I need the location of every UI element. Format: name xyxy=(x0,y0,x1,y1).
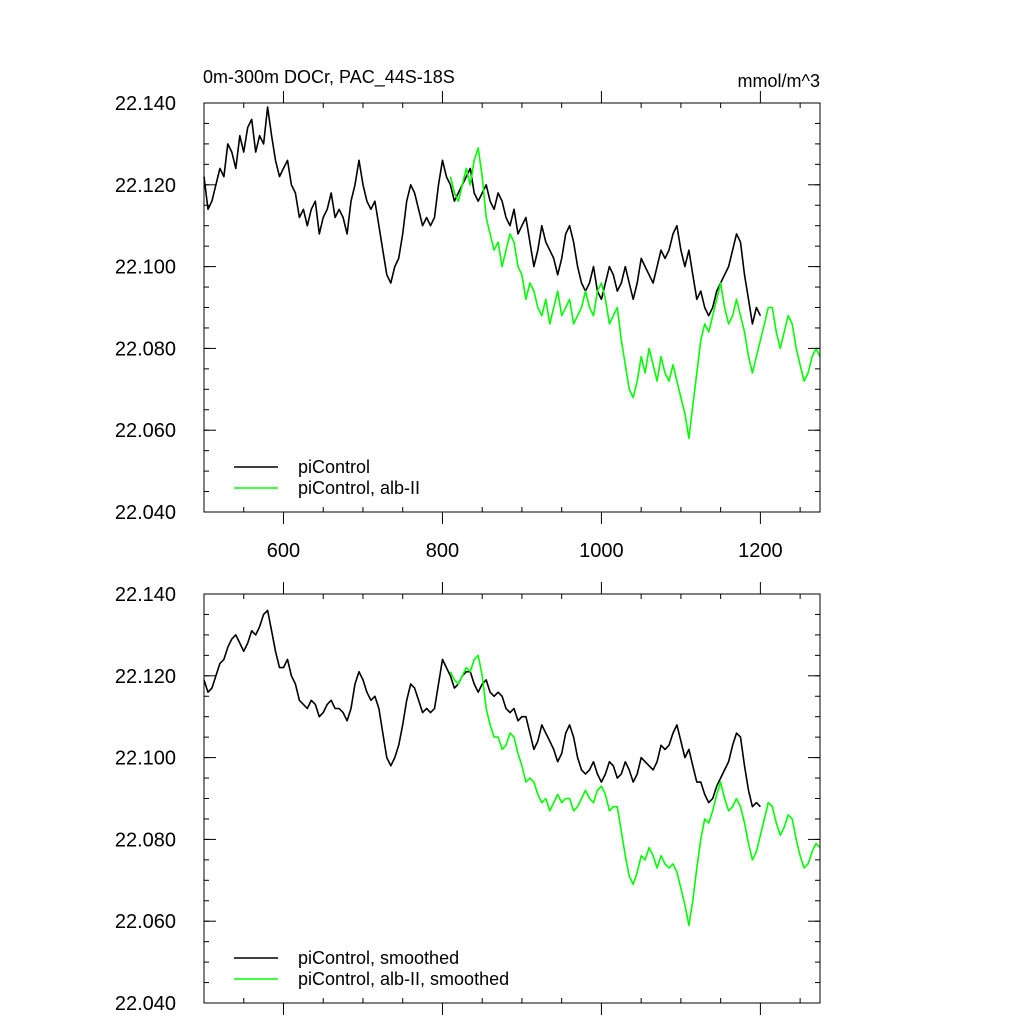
units-label: mmol/m^3 xyxy=(738,71,820,91)
series-line-1 xyxy=(203,609,761,808)
series-line-1 xyxy=(203,106,762,325)
y-tick-label: 22.060 xyxy=(115,911,176,933)
y-tick-label: 22.100 xyxy=(115,748,176,770)
series-line-2 xyxy=(449,654,821,927)
legend-label: piControl, smoothed xyxy=(298,948,459,968)
plot-frame xyxy=(203,102,821,513)
x-tick-label: 1000 xyxy=(579,540,624,562)
y-tick-label: 22.040 xyxy=(115,502,176,524)
y-tick-label: 22.080 xyxy=(115,829,176,851)
y-tick-label: 22.120 xyxy=(115,175,176,197)
x-tick-label: 800 xyxy=(426,540,459,562)
series-line-2 xyxy=(449,147,821,440)
y-tick-label: 22.140 xyxy=(115,584,176,606)
chart-title: 0m-300m DOCr, PAC_44S-18S xyxy=(203,67,455,88)
legend-label: piControl xyxy=(298,457,370,477)
x-tick-label: 600 xyxy=(267,540,300,562)
y-tick-label: 22.060 xyxy=(115,420,176,442)
y-tick-label: 22.120 xyxy=(115,666,176,688)
y-tick-label: 22.080 xyxy=(115,338,176,360)
bottom-panel: 22.040 22.060 22.080 22.100 22.120 22.140 piCo… xyxy=(115,582,821,1015)
y-tick-label: 22.040 xyxy=(115,993,176,1015)
plot-frame xyxy=(203,593,821,1004)
top-panel: 22.040 22.060 22.080 22.100 22.120 22.140 600 8… xyxy=(115,91,821,562)
x-tick-label: 1200 xyxy=(738,540,783,562)
legend-label: piControl, alb-II xyxy=(298,478,420,498)
y-tick-label: 22.100 xyxy=(115,257,176,279)
legend-label: piControl, alb-II, smoothed xyxy=(298,969,509,989)
y-tick-label: 22.140 xyxy=(115,93,176,115)
